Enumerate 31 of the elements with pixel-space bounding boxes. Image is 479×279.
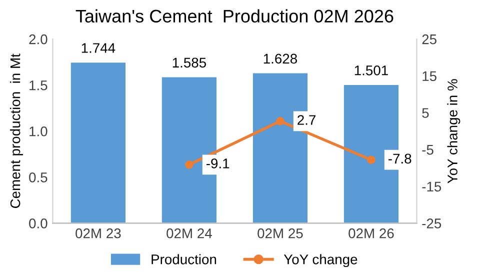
bar bbox=[70, 62, 126, 224]
y-tick-label: 1.0 bbox=[30, 126, 48, 136]
y2-tick-label: -5 bbox=[422, 145, 434, 155]
y2-tick-label: -25 bbox=[422, 218, 442, 228]
y2-axis-title: YoY change in % bbox=[447, 79, 460, 184]
legend-label: YoY change bbox=[284, 254, 358, 268]
data-label: 1.628 bbox=[264, 54, 297, 64]
x-tick-label: 02M 25 bbox=[258, 228, 303, 238]
x-tick-label: 02M 26 bbox=[348, 228, 394, 238]
y-tick-label: 1.5 bbox=[30, 80, 48, 90]
y-tick-label: 0.0 bbox=[29, 218, 48, 228]
legend-label: Production bbox=[152, 254, 216, 264]
y2-tick-label: 15 bbox=[422, 71, 436, 82]
data-label: 1.501 bbox=[354, 65, 388, 76]
point bbox=[185, 160, 194, 169]
x-tick-label: 02M 24 bbox=[166, 228, 212, 238]
point bbox=[367, 156, 376, 164]
data-label: 1.585 bbox=[172, 58, 206, 68]
point bbox=[276, 117, 284, 126]
y-tick-label: 0.5 bbox=[29, 172, 48, 182]
data-label: 2.7 bbox=[298, 115, 316, 125]
chart-title: Taiwan's Cement Production 02M 2026 bbox=[76, 9, 394, 23]
y-tick-label: 2.0 bbox=[29, 34, 48, 44]
y2-tick-label: -15 bbox=[422, 182, 442, 192]
data-label: 1.744 bbox=[82, 43, 116, 53]
y2-tick-label: 25 bbox=[422, 34, 436, 44]
y-axis-title: Cement production in Mt bbox=[10, 54, 23, 208]
data-label: -7.8 bbox=[388, 154, 412, 164]
y2-tick-label: 5 bbox=[422, 108, 429, 118]
data-label: -9.1 bbox=[206, 158, 230, 168]
x-tick-label: 02M 23 bbox=[76, 228, 121, 238]
